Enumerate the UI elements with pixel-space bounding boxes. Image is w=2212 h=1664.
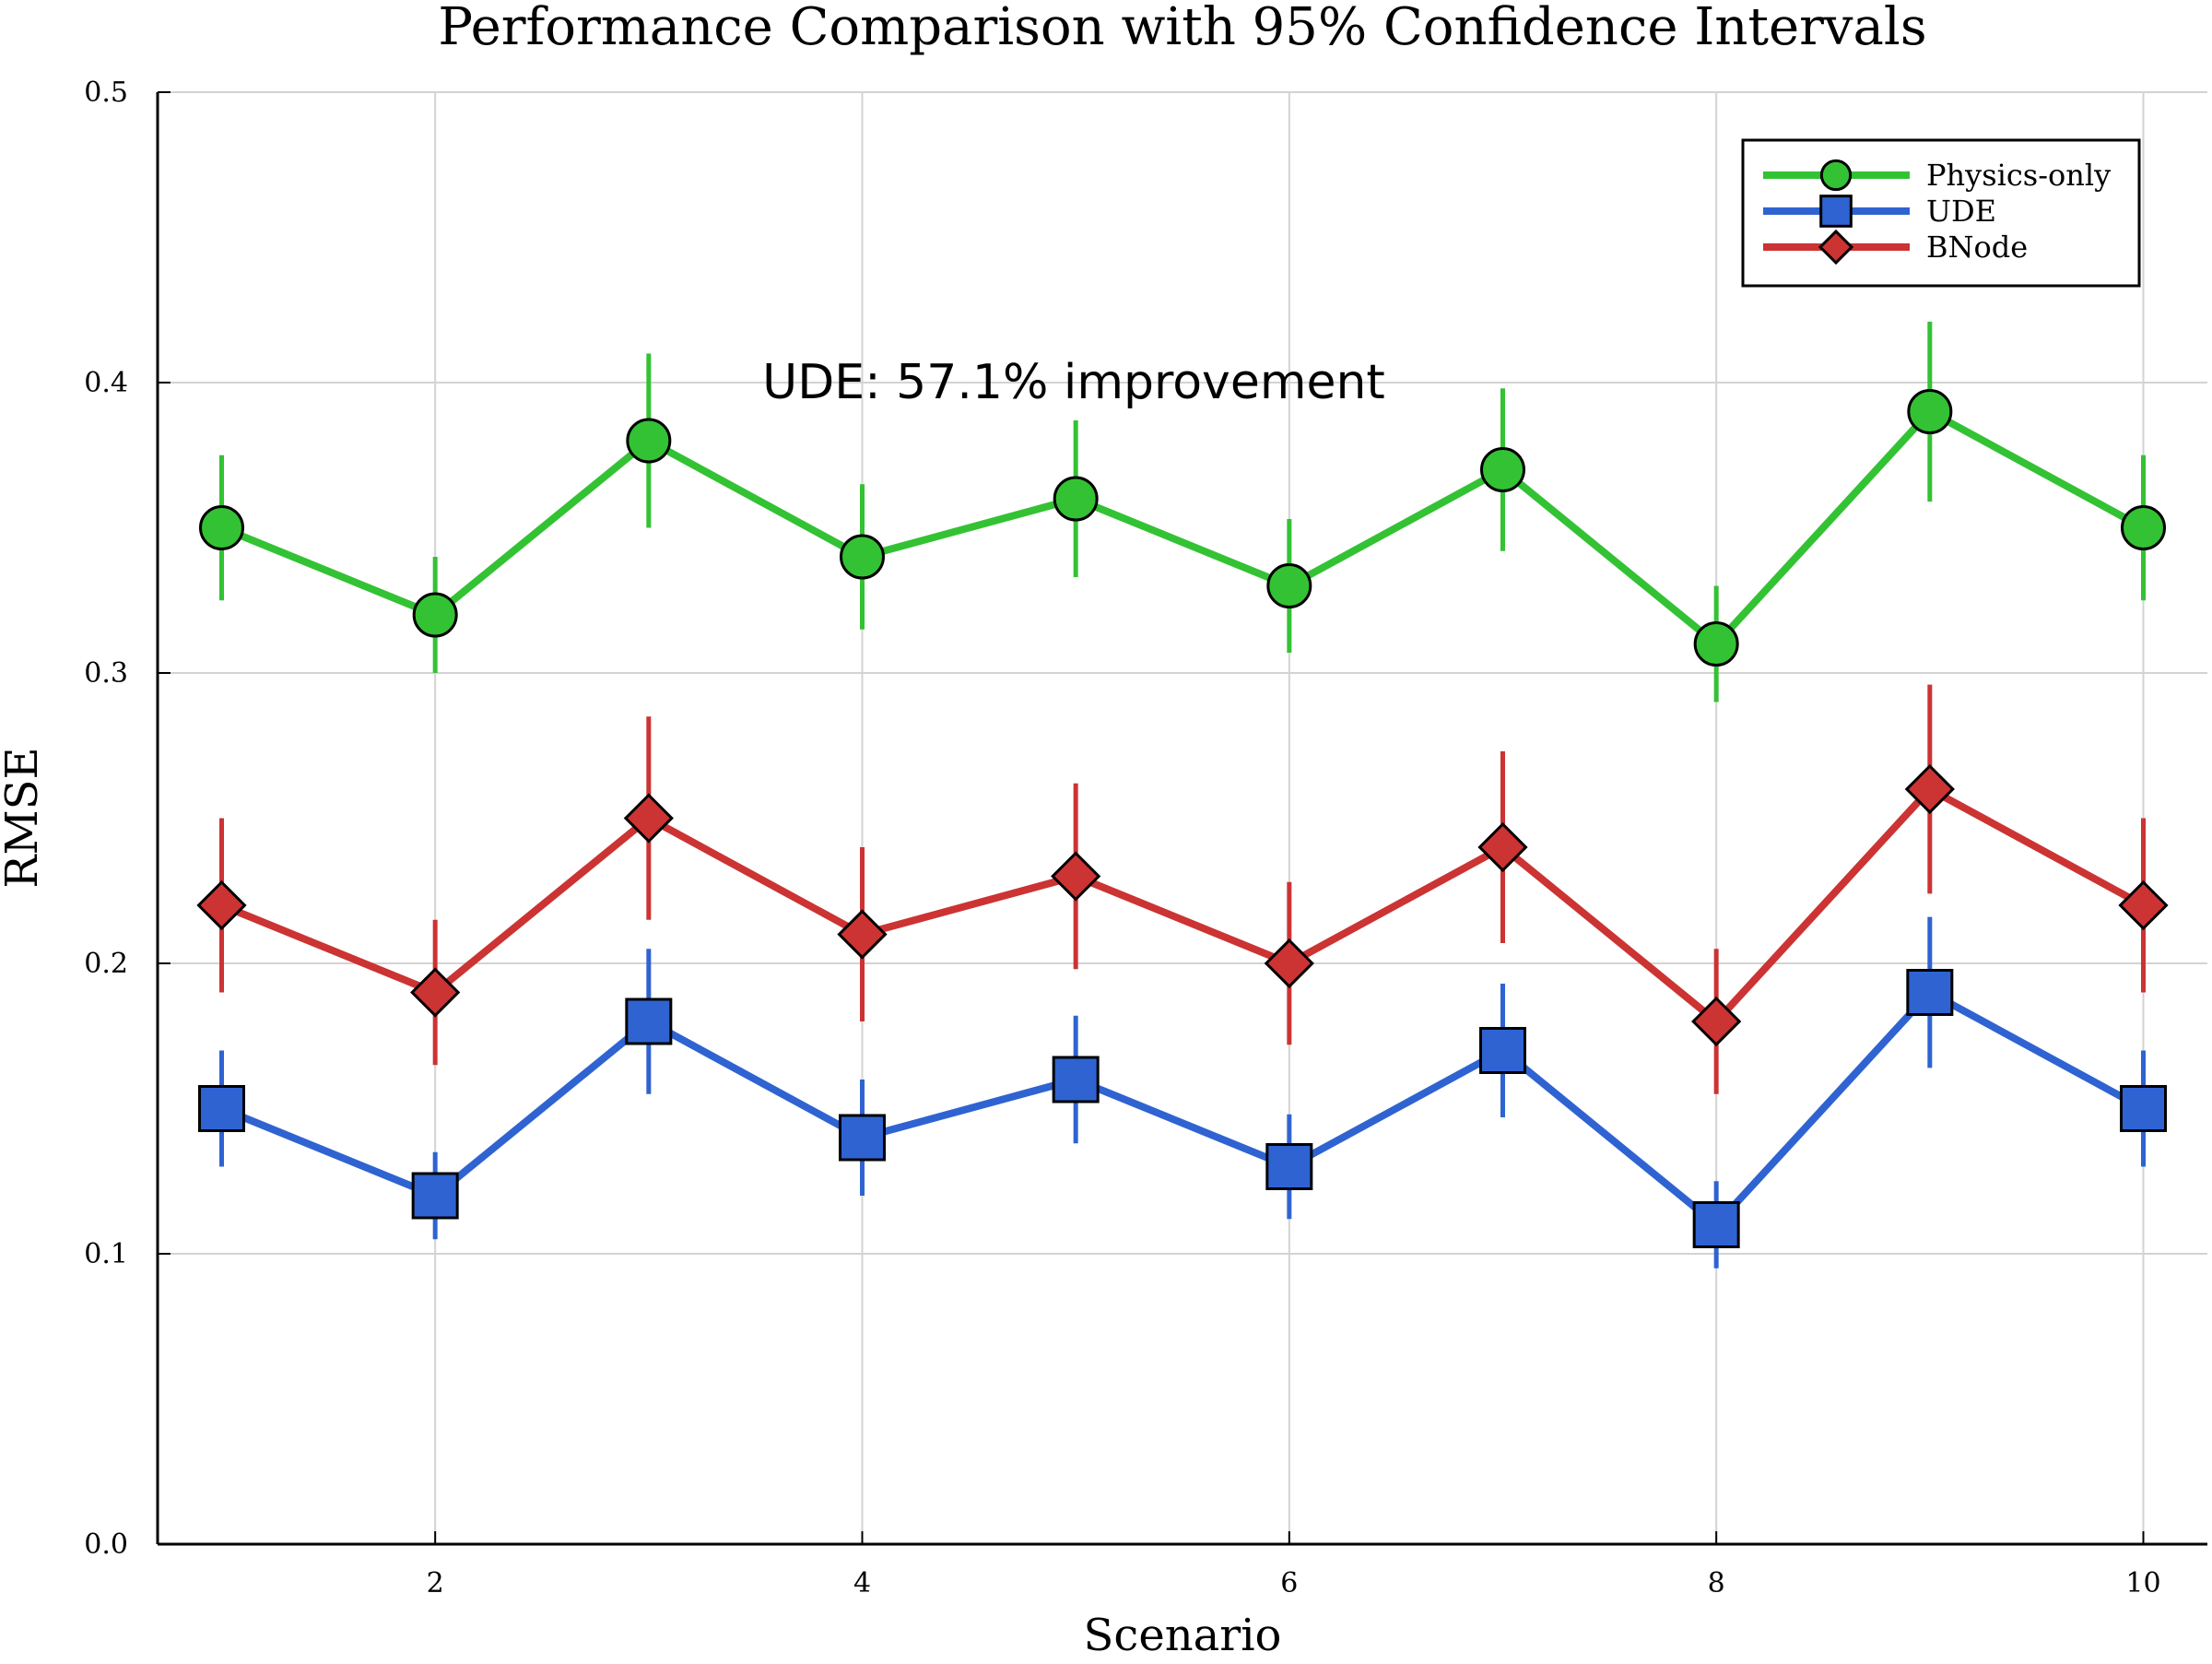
data-point-physics-only xyxy=(1907,389,1953,434)
series-line-bnode xyxy=(219,785,2146,1025)
axes xyxy=(156,92,2207,1546)
data-point-physics-only xyxy=(1480,447,1525,492)
y-tick-label: 0.5 xyxy=(84,77,128,109)
legend-label-ude: UDE xyxy=(1926,194,1996,229)
y-tick-label: 0.2 xyxy=(84,948,128,980)
data-point-ude xyxy=(2120,1085,2167,1132)
x-axis-label: Scenario xyxy=(1084,1610,1282,1659)
data-point-ude xyxy=(839,1114,886,1162)
series-ude xyxy=(198,916,2167,1269)
legend-label-bnode: BNode xyxy=(1926,230,2028,265)
series-line-ude xyxy=(219,988,2146,1229)
legend-marker-physics-only xyxy=(1819,159,1853,192)
data-point-ude xyxy=(1265,1143,1313,1190)
y-tick-label: 0.0 xyxy=(84,1528,128,1561)
x-tick-label: 6 xyxy=(1280,1567,1298,1599)
legend-marker-bnode xyxy=(1818,229,1854,266)
data-point-bnode xyxy=(1051,851,1101,902)
data-point-bnode xyxy=(1691,996,1742,1047)
data-point-physics-only xyxy=(412,592,458,638)
legend-marker-ude xyxy=(1819,195,1853,228)
data-point-bnode xyxy=(837,909,888,960)
x-tick-label: 10 xyxy=(2125,1567,2160,1599)
data-point-physics-only xyxy=(1053,476,1099,522)
y-tick-label: 0.1 xyxy=(84,1238,128,1270)
data-point-physics-only xyxy=(1693,621,1739,667)
tick-labels: 0.0 0.1 0.2 0.3 0.4 0.5 2 4 6 8 10 xyxy=(84,77,2160,1599)
annotation-ude-improvement: UDE: 57.1% improvement xyxy=(762,355,1385,410)
series xyxy=(196,321,2169,1269)
y-tick-label: 0.4 xyxy=(84,367,128,399)
x-tick-label: 2 xyxy=(427,1567,444,1599)
chart-title: Performance Comparison with 95% Confiden… xyxy=(438,0,1926,57)
x-tick-label: 4 xyxy=(853,1567,871,1599)
series-line-physics-only xyxy=(219,407,2146,648)
data-point-ude xyxy=(411,1172,459,1220)
series-bnode xyxy=(196,684,2169,1094)
y-axis-label: RMSE xyxy=(0,747,48,888)
data-point-bnode xyxy=(623,793,674,844)
data-point-physics-only xyxy=(1266,563,1312,608)
data-point-bnode xyxy=(1477,821,1528,873)
data-point-bnode xyxy=(1904,763,1955,815)
data-point-bnode xyxy=(1264,938,1314,989)
data-point-ude xyxy=(198,1085,245,1132)
y-tick-label: 0.3 xyxy=(84,657,128,690)
x-tick-label: 8 xyxy=(1708,1567,1725,1599)
data-point-bnode xyxy=(196,879,247,931)
data-point-physics-only xyxy=(626,418,672,464)
series-physics-only xyxy=(199,321,2166,702)
data-point-ude xyxy=(1692,1201,1740,1248)
data-point-ude xyxy=(1052,1056,1100,1103)
data-point-physics-only xyxy=(840,534,885,580)
legend-label-physics-only: Physics-only xyxy=(1926,158,2111,193)
data-point-bnode xyxy=(410,967,461,1018)
data-point-ude xyxy=(1906,969,1954,1016)
data-point-ude xyxy=(1479,1027,1526,1074)
grid xyxy=(158,91,2207,1544)
data-point-physics-only xyxy=(2121,505,2166,550)
data-point-bnode xyxy=(2118,879,2169,931)
data-point-ude xyxy=(625,997,673,1045)
data-point-physics-only xyxy=(199,505,244,550)
